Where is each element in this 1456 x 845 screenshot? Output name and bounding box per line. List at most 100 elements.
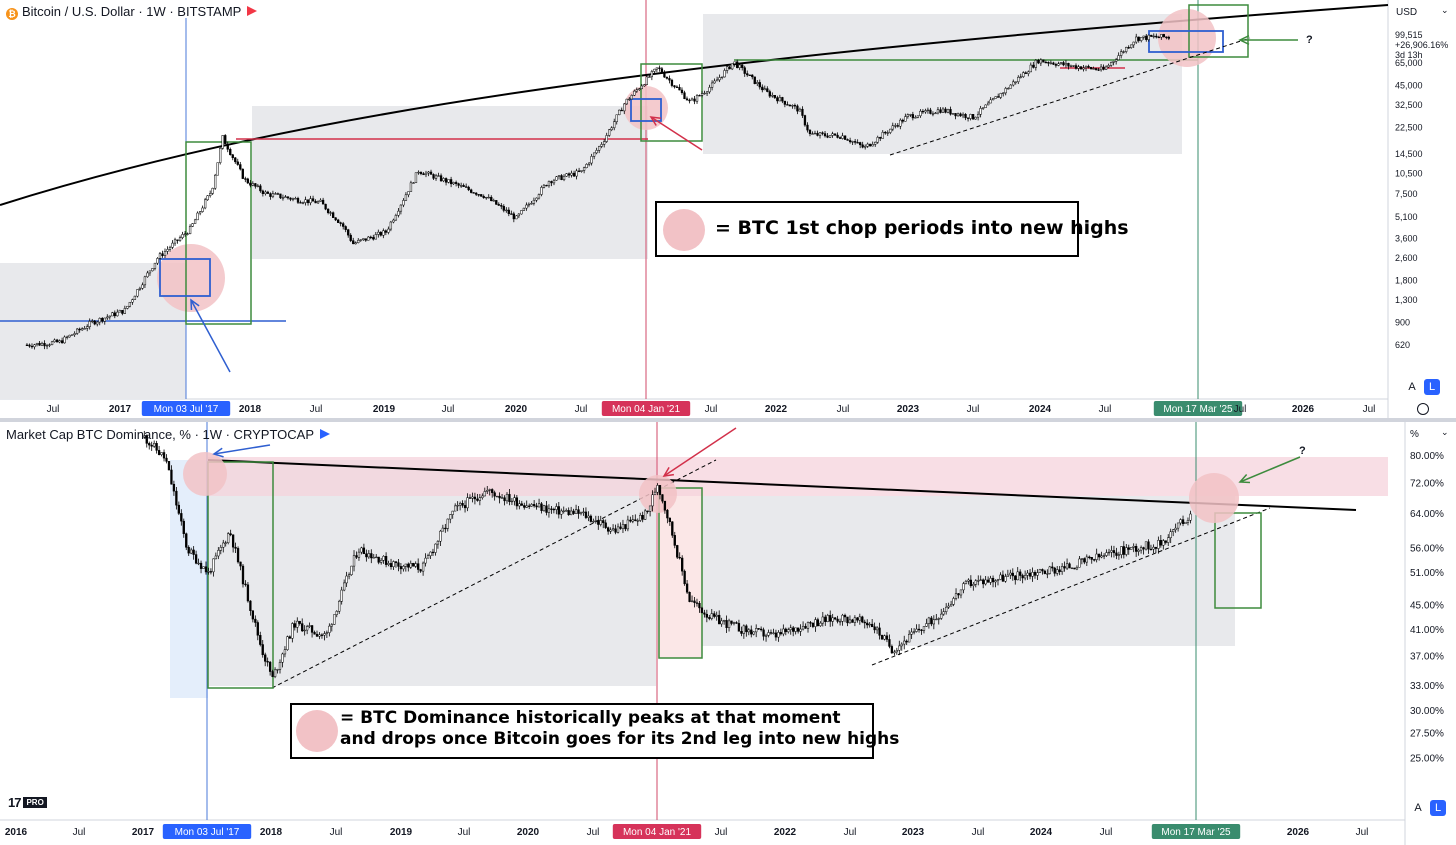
candle-body — [321, 199, 325, 205]
candle-body — [984, 104, 987, 108]
candle-body — [977, 580, 980, 582]
date-marker-label: Mon 03 Jul '17 — [175, 827, 240, 838]
auto-scale-button[interactable]: A — [1410, 800, 1426, 816]
candle-body — [994, 96, 997, 99]
candle-body — [1100, 555, 1103, 558]
candle-body — [158, 253, 162, 259]
candle-body — [796, 627, 800, 632]
candle-body — [838, 137, 842, 139]
candle-body — [454, 182, 458, 184]
candle-body — [340, 589, 343, 602]
candle-body — [690, 98, 694, 101]
candle-body — [1062, 62, 1065, 66]
candle-body — [83, 328, 86, 330]
candle-body — [379, 231, 382, 236]
candle-body — [1041, 569, 1044, 572]
candle-body — [43, 343, 46, 347]
candle-body — [1140, 37, 1143, 41]
candle-body — [653, 491, 657, 496]
time-tick-label: 2022 — [765, 404, 788, 415]
candle-body — [1189, 513, 1192, 521]
candle-body — [621, 524, 625, 529]
log-scale-button[interactable]: L — [1430, 800, 1446, 816]
candle-body — [335, 611, 338, 615]
candle-body — [741, 64, 744, 68]
candle-body — [599, 520, 602, 525]
candle-body — [503, 497, 506, 502]
candle-body — [818, 132, 822, 136]
candle-body — [610, 127, 613, 131]
candle-body — [537, 194, 541, 199]
candle-body — [148, 443, 151, 446]
candle-body — [1084, 65, 1088, 69]
candle-body — [555, 506, 558, 510]
candle-body — [505, 494, 509, 502]
candle-body — [171, 242, 174, 248]
candle-body — [349, 234, 352, 241]
candle-body — [271, 671, 274, 677]
candle-body — [875, 627, 879, 631]
candle-body — [392, 561, 395, 568]
candle-body — [165, 457, 168, 462]
candle-body — [319, 199, 322, 202]
time-tick-label: Jul — [1099, 404, 1112, 415]
candle-body — [592, 152, 596, 157]
candle-body — [1125, 547, 1128, 555]
date-marker-bg — [1153, 401, 1243, 416]
candle-body — [1117, 55, 1120, 61]
candle-body — [153, 443, 156, 447]
candle-body — [945, 606, 948, 612]
candle-body — [969, 114, 972, 119]
currency-selector[interactable]: USD — [1396, 7, 1417, 18]
candle-body — [497, 204, 500, 206]
candle-body — [244, 178, 247, 180]
candle-body — [742, 625, 746, 634]
candle-body — [236, 548, 240, 563]
time-tick-label: 2019 — [390, 827, 413, 838]
flag-icon[interactable] — [247, 6, 258, 16]
candle-body — [794, 627, 797, 632]
candle-body — [145, 435, 148, 444]
time-tick-label: 2019 — [373, 404, 396, 415]
flag-icon[interactable] — [320, 429, 330, 439]
candle-body — [294, 198, 297, 200]
candle-body — [283, 649, 287, 655]
candle-body — [38, 342, 41, 346]
candle-body — [542, 184, 546, 188]
candle-body — [394, 215, 398, 221]
candle-body — [720, 76, 724, 78]
candle-body — [967, 579, 970, 582]
settings-gear-icon[interactable] — [1417, 403, 1429, 415]
candle-body — [216, 162, 219, 176]
candle-body — [922, 626, 926, 631]
candle-body — [715, 79, 719, 82]
candle-body — [180, 513, 183, 522]
candle-body — [964, 581, 968, 584]
candle-body — [1021, 575, 1024, 579]
candle-body — [1079, 66, 1083, 70]
time-tick-label: Jul — [967, 404, 980, 415]
candle-body — [783, 100, 787, 105]
candle-body — [756, 82, 759, 84]
bitcoin-icon: ₿ — [6, 8, 18, 20]
candle-body — [838, 621, 842, 623]
blue-arrow-head — [190, 298, 200, 311]
candle-body — [611, 528, 615, 531]
chevron-down-icon[interactable]: ⌄ — [1441, 5, 1449, 15]
candle-body — [316, 201, 320, 204]
candle-body — [259, 635, 262, 645]
candle-body — [224, 542, 227, 544]
auto-scale-button[interactable]: A — [1404, 379, 1420, 395]
chevron-down-icon[interactable]: ⌄ — [1441, 427, 1449, 437]
candle-body — [73, 333, 76, 336]
candle-body — [1159, 540, 1162, 546]
candle-body — [982, 579, 985, 585]
candle-body — [861, 616, 864, 623]
candle-body — [224, 135, 227, 145]
candle-body — [735, 622, 738, 624]
date-marker-bg — [612, 824, 702, 839]
candle-body — [645, 76, 648, 85]
log-scale-button[interactable]: L — [1424, 379, 1440, 395]
candle-body — [1009, 572, 1012, 576]
